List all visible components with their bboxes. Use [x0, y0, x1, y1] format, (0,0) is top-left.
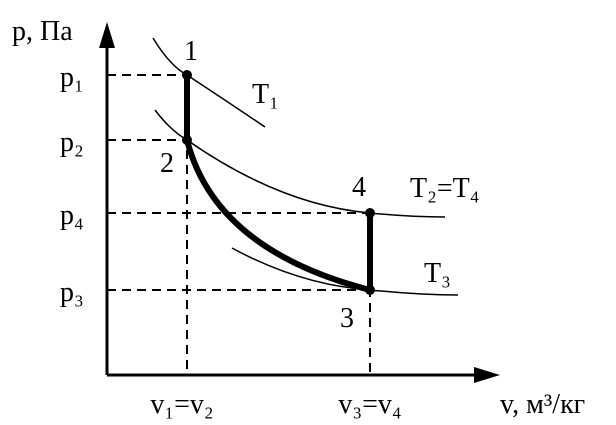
y-axis-label: p, Па: [12, 16, 73, 47]
point-label: 2: [160, 148, 174, 179]
isotherm-label: T₁: [252, 79, 279, 110]
point-label: 3: [340, 303, 354, 334]
guide-lines-left: [107, 74, 188, 375]
isotherm-t1: [152, 37, 266, 128]
point-label: 1: [184, 36, 198, 67]
x-axis-label: v, м³/кг: [500, 389, 585, 420]
y-arrow: [99, 22, 115, 48]
isotherm-label: T₂=T₄: [410, 173, 480, 204]
point-dot: [182, 135, 192, 145]
process-2-3: [184, 139, 371, 293]
x-tick-label: v₁=v₂: [150, 389, 213, 420]
point-dot: [182, 70, 192, 80]
isotherm-label: T₃: [424, 258, 451, 289]
y-tick-label: p₂: [60, 127, 84, 158]
x-arrow: [474, 367, 500, 383]
isotherm-t2: [154, 109, 446, 218]
y-tick-label: p₁: [60, 62, 84, 93]
point-dot: [365, 285, 375, 295]
point-dot: [365, 208, 375, 218]
x-tick-label: v₃=v₄: [338, 389, 401, 420]
y-tick-label: p₄: [60, 200, 84, 231]
guide-lines-right: [107, 212, 371, 375]
y-tick-label: p₃: [60, 277, 84, 308]
point-label: 4: [352, 172, 366, 203]
